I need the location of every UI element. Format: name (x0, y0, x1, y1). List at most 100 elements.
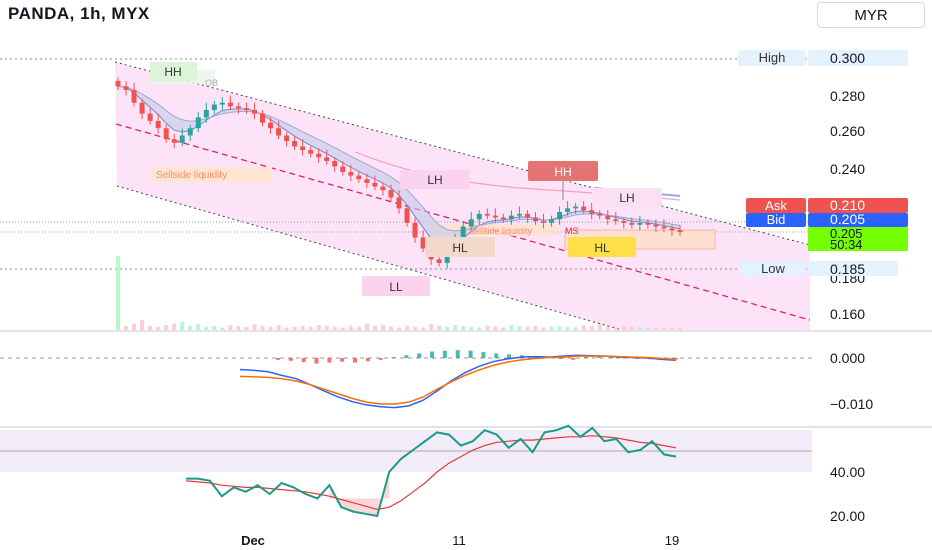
candle-body (147, 113, 153, 121)
candle-body (179, 135, 185, 143)
lh-label-1: LH (427, 173, 442, 187)
volume-bar (228, 325, 233, 330)
ms-label: MS (565, 226, 579, 236)
volume-bar (332, 326, 337, 330)
volume-bar (405, 325, 410, 330)
volume-bar (653, 327, 658, 330)
volume-bar (268, 326, 273, 330)
volume-bar (469, 326, 474, 330)
candle-body (300, 146, 306, 151)
volume-bar (517, 325, 522, 330)
high-value: 0.300 (830, 50, 865, 66)
candle-body (292, 140, 298, 147)
volume-bar (573, 327, 578, 330)
volume-bar (453, 325, 458, 330)
candle-body (243, 108, 249, 110)
volume-bar (124, 325, 129, 330)
macd-histogram-bar (301, 358, 306, 363)
low-label-box (740, 261, 806, 276)
macd-histogram-bar (609, 357, 614, 359)
rsi-ma-line (185, 435, 677, 511)
volume-bar (196, 324, 201, 330)
candle-body (123, 86, 129, 90)
time-tick-dec: Dec (241, 533, 265, 548)
lh-label-2: LH (619, 191, 634, 205)
candle-body (597, 213, 603, 216)
annotations: HH OB Sellside liquidity LH HH LH HL HL … (150, 62, 662, 296)
price-tick-0280: 0.280 (830, 88, 865, 104)
high-label: High (759, 50, 786, 65)
currency-selector[interactable]: MYR (817, 2, 925, 28)
candle-body (308, 150, 314, 154)
time-axis[interactable]: Dec 11 19 (241, 533, 679, 548)
macd-histogram-bar (571, 358, 576, 360)
macd-histogram-bar (584, 357, 589, 359)
volume-bar (525, 326, 530, 330)
candle-body (541, 221, 547, 223)
macd-histogram-bar (442, 350, 447, 358)
candle-body (115, 80, 121, 87)
volume-bar (116, 256, 120, 330)
high-label-box (738, 50, 806, 66)
macd-histogram-bar (558, 358, 563, 359)
ask-label: Ask (765, 198, 787, 213)
candle-body (565, 208, 571, 212)
macd-line (239, 354, 677, 409)
candle-body (460, 226, 466, 238)
volume-bar (204, 326, 209, 330)
price-pane (0, 58, 812, 331)
volume-bar (557, 325, 562, 330)
candle-body (516, 213, 522, 216)
volume-bar (533, 325, 538, 330)
candle-body (251, 110, 257, 114)
candle-body (508, 215, 514, 220)
macd-histogram-bar (635, 358, 640, 359)
candle-body (332, 161, 338, 167)
time-tick-11: 11 (452, 533, 466, 548)
macd-histogram-bar (404, 355, 409, 358)
candle-body (372, 182, 378, 187)
volume-bar (621, 325, 626, 330)
macd-histogram-bar (288, 358, 293, 361)
last-value: 0.205 (830, 226, 863, 241)
macd-histogram-bar (340, 358, 345, 362)
macd-histogram-bar (353, 358, 358, 363)
volume-bar (380, 325, 385, 330)
volume-bar (284, 327, 289, 330)
low-value: 0.185 (830, 261, 865, 277)
volume-bar (372, 325, 377, 330)
hh-label: HH (164, 65, 181, 79)
last-value-box (808, 227, 908, 251)
macd-histogram-bar (276, 358, 280, 360)
volume-bar (308, 326, 313, 330)
low-value-box (808, 261, 898, 276)
bid-label: Bid (767, 212, 786, 227)
candle-body (589, 210, 595, 214)
bid-label-box (746, 213, 806, 227)
candle-body (605, 215, 611, 220)
volume-bar (244, 326, 249, 330)
volume-bar (148, 325, 153, 330)
candle-body (284, 135, 290, 141)
candle-body (348, 171, 354, 176)
macd-histogram-bar (430, 351, 435, 358)
volume-bar (364, 323, 369, 330)
macd-histogram-bar (622, 357, 627, 359)
ll-label-bg (362, 276, 430, 296)
volume-bar (236, 325, 241, 330)
candle-body (420, 237, 426, 249)
macd-pane: 0.000 −0.010 (0, 350, 873, 412)
price-axis[interactable]: High 0.300 0.280 0.260 0.240 Ask 0.210 B… (738, 50, 908, 322)
volume-bar (661, 328, 666, 330)
candle-body (219, 102, 225, 105)
volume-bar (629, 326, 634, 330)
candle-body (276, 128, 282, 136)
rsi-pane: 40.00 20.00 (0, 424, 865, 524)
macd-histogram-bar (455, 350, 460, 358)
volume-bar (156, 326, 161, 330)
candle-body (171, 139, 177, 143)
volume-bar (493, 326, 498, 330)
ask-value: 0.210 (830, 197, 865, 213)
macd-histogram-bar (365, 358, 370, 362)
